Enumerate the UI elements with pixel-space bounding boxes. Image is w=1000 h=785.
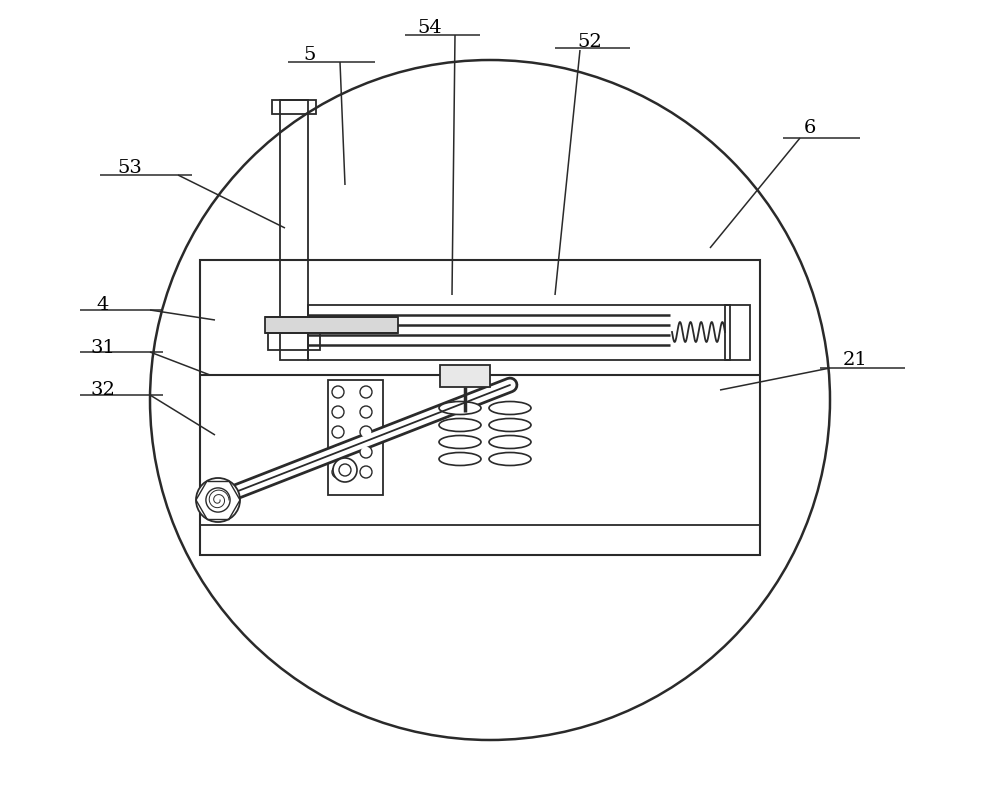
Text: 32: 32 <box>91 381 115 399</box>
Circle shape <box>332 386 344 398</box>
Circle shape <box>360 406 372 418</box>
Text: 52: 52 <box>578 33 602 51</box>
Ellipse shape <box>489 401 531 414</box>
Ellipse shape <box>439 452 481 466</box>
Circle shape <box>332 426 344 438</box>
Circle shape <box>332 446 344 458</box>
Bar <box>328 380 383 495</box>
Bar <box>280 100 308 360</box>
Text: 54: 54 <box>418 19 442 37</box>
Bar <box>440 365 490 387</box>
Ellipse shape <box>439 418 481 432</box>
Circle shape <box>150 60 830 740</box>
Ellipse shape <box>489 418 531 432</box>
Text: 21: 21 <box>843 351 867 369</box>
Circle shape <box>360 466 372 478</box>
Circle shape <box>360 446 372 458</box>
Circle shape <box>333 458 357 482</box>
Bar <box>272 100 316 114</box>
Circle shape <box>206 488 230 512</box>
Circle shape <box>339 464 351 476</box>
Bar <box>265 317 398 333</box>
Text: 53: 53 <box>118 159 142 177</box>
Bar <box>200 260 760 555</box>
Ellipse shape <box>439 401 481 414</box>
Ellipse shape <box>489 452 531 466</box>
Text: 6: 6 <box>804 119 816 137</box>
Bar <box>725 305 750 360</box>
Circle shape <box>360 386 372 398</box>
Text: 31: 31 <box>91 339 115 357</box>
Text: 5: 5 <box>304 46 316 64</box>
Circle shape <box>332 466 344 478</box>
Circle shape <box>196 478 240 522</box>
Circle shape <box>332 406 344 418</box>
Circle shape <box>360 426 372 438</box>
Ellipse shape <box>439 436 481 448</box>
Bar <box>308 305 730 360</box>
Text: 4: 4 <box>97 296 109 314</box>
Ellipse shape <box>489 436 531 448</box>
Bar <box>268 330 320 350</box>
